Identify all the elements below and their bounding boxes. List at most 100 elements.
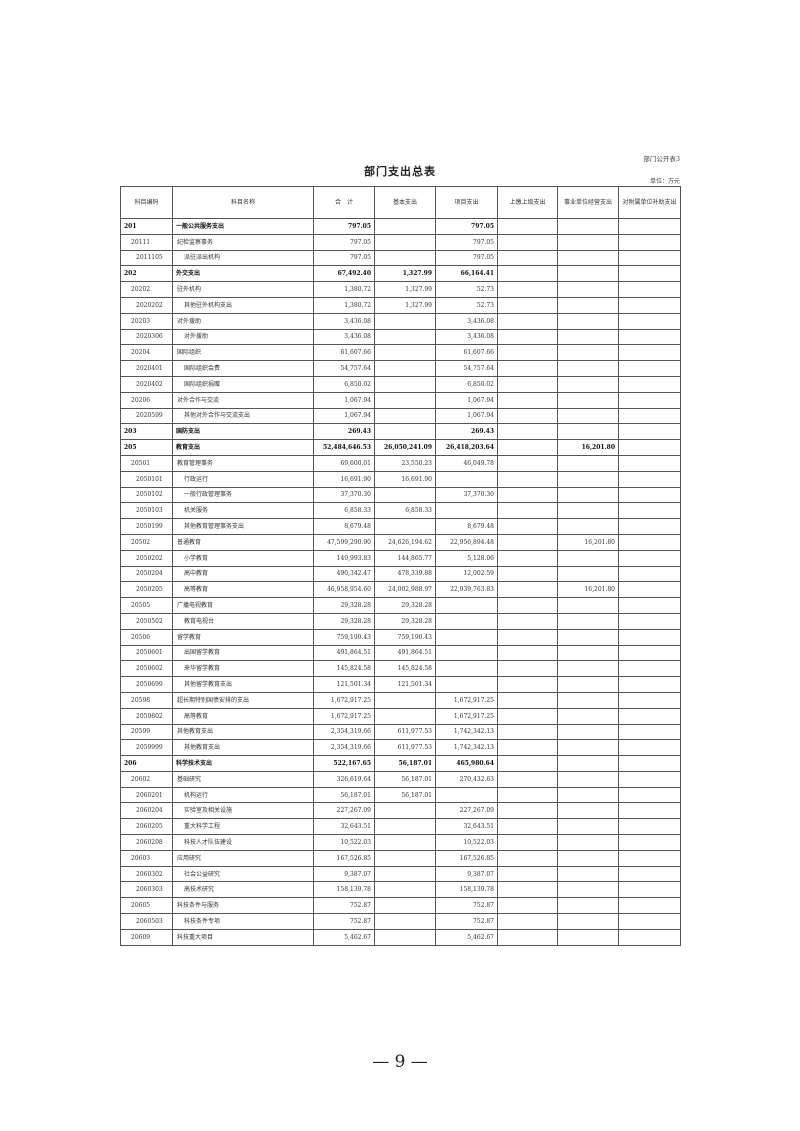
cell-upper — [497, 407, 558, 425]
cell-name: 一般公共服务支出 — [172, 218, 314, 235]
cell-code: 2060208 — [120, 834, 173, 851]
table-row: 2060208 科技人才队伍建设 10,522.03 10,522.03 — [120, 834, 681, 851]
cell-basic — [374, 818, 436, 836]
cell-code: 20501 — [120, 454, 173, 472]
cell-total: 67,492.40 — [313, 265, 375, 283]
cell-upper — [497, 218, 558, 235]
cell-project: 46,049.78 — [435, 454, 498, 472]
cell-project: 5,128.06 — [435, 549, 498, 567]
cell-subsidy — [618, 881, 681, 899]
table-row: 2011105 派驻派出机构 797.05 797.05 — [120, 249, 681, 267]
cell-total: 227,267.09 — [313, 802, 375, 820]
cell-total: 326,619.64 — [313, 770, 375, 788]
cell-name: 其他教育支出 — [172, 723, 314, 741]
cell-total: 6,858.33 — [313, 502, 375, 520]
cell-business — [557, 454, 619, 472]
cell-code: 203 — [120, 423, 173, 441]
table-row: 2050103 机关服务 6,858.33 6,858.33 — [120, 502, 681, 520]
table-row: 20502 普通教育 47,599,290.90 24,626,194.62 22,95… — [120, 533, 681, 551]
table-row: 2059802 高等教育 1,672,917.25 1,672,917.25 — [120, 707, 681, 725]
cell-total: 2,354,319.66 — [313, 739, 375, 757]
cell-project: 269.43 — [435, 423, 498, 441]
cell-total: 47,599,290.90 — [313, 533, 375, 551]
cell-business — [557, 818, 619, 836]
cell-upper — [497, 676, 558, 693]
cell-basic: 29,328.28 — [374, 612, 436, 630]
cell-code: 201 — [120, 218, 173, 235]
cell-code: 2060201 — [120, 786, 173, 804]
col-header-code: 科目编码 — [120, 186, 173, 219]
cell-basic: 1,327.99 — [374, 265, 436, 283]
cell-subsidy — [618, 676, 681, 693]
cell-upper — [497, 375, 558, 393]
cell-name: 普通教育 — [172, 533, 314, 551]
cell-basic — [374, 707, 436, 725]
cell-upper — [497, 707, 558, 725]
cell-business — [557, 786, 619, 804]
cell-project: 797.05 — [435, 233, 498, 251]
cell-upper — [497, 770, 558, 788]
cell-business — [557, 233, 619, 251]
cell-total: 145,824.58 — [313, 660, 375, 678]
cell-upper — [497, 549, 558, 567]
cell-basic — [374, 865, 436, 883]
table-row: 2059999 其他教育支出 2,354,319.66 611,977.53 1,742… — [120, 739, 681, 757]
cell-business — [557, 312, 619, 330]
cell-name: 广播电视教育 — [172, 597, 314, 614]
table-row: 20203 对外援助 3,436.08 3,436.08 — [120, 312, 681, 330]
cell-upper — [497, 802, 558, 820]
cell-business — [557, 281, 619, 298]
cell-code: 2050601 — [120, 644, 173, 662]
cell-upper — [497, 755, 558, 772]
cell-code: 20505 — [120, 597, 173, 614]
table-row: 2020306 对外援助 3,436.08 3,436.08 — [120, 328, 681, 346]
cell-total: 797.05 — [313, 233, 375, 251]
cell-total: 16,691.90 — [313, 470, 375, 488]
cell-basic: 23,550.23 — [374, 454, 436, 472]
cell-upper — [497, 881, 558, 899]
cell-business — [557, 644, 619, 662]
table-row: 20605 科技条件与服务 752.87 752.87 — [120, 897, 681, 915]
cell-project: 5,462.67 — [435, 928, 498, 946]
col-header-total: 合 计 — [313, 186, 375, 219]
cell-subsidy — [618, 328, 681, 346]
cell-basic: 121,501.34 — [374, 676, 436, 693]
cell-basic — [374, 802, 436, 820]
cell-name: 社会公益研究 — [172, 865, 314, 883]
cell-code: 2060503 — [120, 913, 173, 930]
cell-name: 对外援助 — [172, 312, 314, 330]
cell-business — [557, 391, 619, 409]
cell-code: 2060205 — [120, 818, 173, 836]
cell-project: 26,418,203.64 — [435, 439, 498, 456]
cell-code: 2050204 — [120, 565, 173, 583]
cell-project: 61,607.66 — [435, 344, 498, 362]
cell-subsidy — [618, 755, 681, 772]
cell-upper — [497, 265, 558, 283]
cell-upper — [497, 344, 558, 362]
cell-subsidy — [618, 470, 681, 488]
cell-total: 759,190.43 — [313, 628, 375, 646]
cell-name: 科学技术支出 — [172, 755, 314, 772]
cell-name: 驻外机构 — [172, 281, 314, 298]
cell-business — [557, 565, 619, 583]
cell-business — [557, 486, 619, 504]
cell-name: 高中教育 — [172, 565, 314, 583]
cell-name: 科技人才队伍建设 — [172, 834, 314, 851]
cell-upper — [497, 660, 558, 678]
cell-total: 29,328.28 — [313, 612, 375, 630]
table-row: 2050699 其他留学教育支出 121,501.34 121,501.34 — [120, 676, 681, 693]
cell-total: 6,850.02 — [313, 375, 375, 393]
cell-upper — [497, 913, 558, 930]
cell-code: 2020202 — [120, 296, 173, 314]
cell-basic: 611,977.53 — [374, 723, 436, 741]
cell-name: 留学教育 — [172, 628, 314, 646]
cell-business — [557, 660, 619, 678]
cell-business: 16,201.80 — [557, 533, 619, 551]
cell-subsidy — [618, 770, 681, 788]
cell-project — [435, 676, 498, 693]
cell-code: 2020599 — [120, 407, 173, 425]
cell-basic — [374, 486, 436, 504]
cell-total: 490,342.47 — [313, 565, 375, 583]
cell-name: 其他教育支出 — [172, 739, 314, 757]
cell-project: 752.87 — [435, 897, 498, 915]
